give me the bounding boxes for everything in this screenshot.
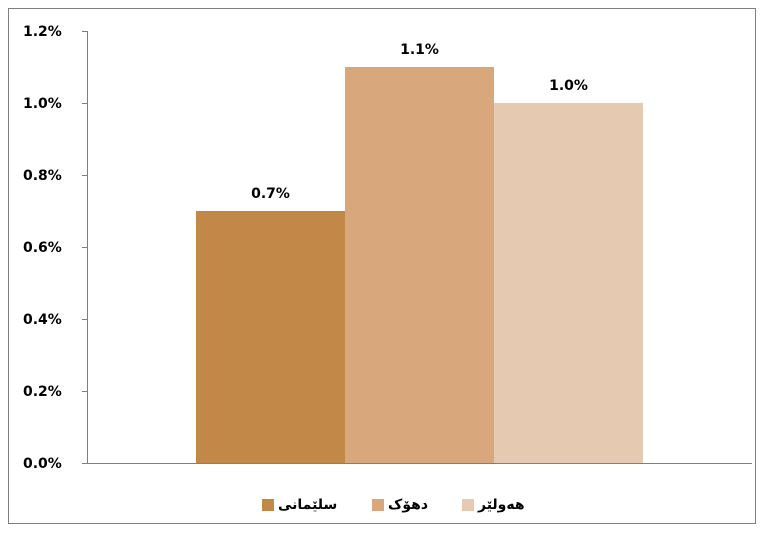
y-tick-label: 1.2% — [23, 24, 62, 40]
y-tick-label: 0.2% — [23, 384, 62, 400]
legend-label: هەولێر — [477, 497, 525, 513]
legend-label: دهۆک — [388, 497, 428, 513]
data-labels: 0.7% 1.1% 1.0% — [251, 42, 588, 202]
legend-swatch — [462, 499, 474, 511]
y-tick-label: 0.0% — [23, 456, 62, 472]
data-label: 0.7% — [251, 186, 290, 202]
bar — [196, 211, 345, 463]
y-axis: 0.0% 0.2% 0.4% 0.6% 0.8% 1.0% 1.2% — [23, 24, 87, 472]
data-label: 1.0% — [549, 78, 588, 94]
legend: سلێمانی دهۆک هەولێر — [262, 497, 525, 513]
y-tick-label: 0.6% — [23, 240, 62, 256]
legend-label: سلێمانی — [278, 497, 337, 513]
legend-swatch — [372, 499, 384, 511]
plot-area — [87, 31, 752, 464]
y-tick-label: 1.0% — [23, 96, 62, 112]
y-tick-label: 0.8% — [23, 168, 62, 184]
data-label: 1.1% — [400, 42, 439, 58]
bars — [196, 67, 643, 463]
y-tick-label: 0.4% — [23, 312, 62, 328]
bar — [345, 67, 494, 463]
bar — [494, 103, 643, 463]
legend-swatch — [262, 499, 274, 511]
